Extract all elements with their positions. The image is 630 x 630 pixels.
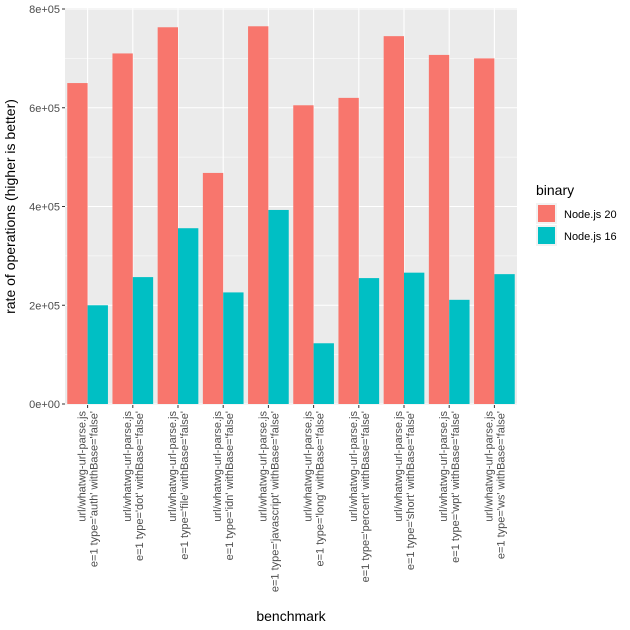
- bar-node-js-20-10: [474, 58, 495, 404]
- bar-node-js-16-7: [358, 278, 380, 404]
- legend-swatch: [538, 227, 555, 244]
- x-tick-label-line1: url/whatwg-url-parse.js: [77, 411, 89, 522]
- x-tick-label-line1: url/whatwg-url-parse.js: [393, 411, 405, 522]
- y-tick-label: 6e+05: [29, 103, 60, 115]
- legend-title: binary: [536, 182, 574, 198]
- x-tick-label-line1: url/whatwg-url-parse.js: [257, 411, 269, 522]
- bar-node-js-20-1: [67, 83, 88, 404]
- bar-node-js-16-5: [268, 209, 289, 404]
- x-tick-label-line1: url/whatwg-url-parse.js: [438, 411, 450, 522]
- legend-label: Node.js 20: [564, 209, 617, 221]
- x-tick-label-line1: url/whatwg-url-parse.js: [483, 411, 495, 522]
- x-axis-title: benchmark: [256, 608, 326, 624]
- bar-node-js-20-4: [202, 172, 224, 404]
- x-axis: url/whatwg-url-parse.js e=1 type='auth' w…: [77, 405, 507, 592]
- bar-node-js-20-5: [248, 26, 269, 404]
- bar-node-js-16-4: [223, 292, 244, 404]
- bar-node-js-20-9: [428, 54, 450, 404]
- bar-node-js-16-9: [449, 299, 470, 404]
- x-tick-label-line2: e=1 type='ws' withBase='false': [495, 411, 507, 559]
- bar-node-js-20-3: [157, 27, 178, 405]
- y-axis-title: rate of operations (higher is better): [2, 99, 18, 314]
- legend-label: Node.js 16: [564, 231, 617, 243]
- y-tick-label: 0e+00: [29, 399, 60, 411]
- x-tick-label-line2: e=1 type='short' withBase='false': [405, 411, 417, 570]
- bar-node-js-16-1: [87, 305, 108, 404]
- legend: binary Node.js 20 Node.js 16: [536, 182, 617, 246]
- bar-node-js-20-6: [293, 105, 314, 404]
- x-tick-label-line2: e=1 type='long' withBase='false': [315, 411, 327, 566]
- x-tick-label-line2: e=1 type='file' withBase='false': [179, 411, 191, 560]
- x-tick-label-line1: url/whatwg-url-parse.js: [348, 411, 360, 522]
- x-tick-label-line2: e=1 type='javascript' withBase='false': [269, 411, 281, 592]
- x-tick-label-line1: url/whatwg-url-parse.js: [122, 411, 134, 522]
- y-axis: 0e+00 2e+05 4e+05 6e+05 8e+05: [29, 4, 65, 411]
- y-tick-label: 4e+05: [29, 202, 60, 214]
- bars: [67, 26, 515, 405]
- bar-node-js-16-10: [494, 274, 515, 404]
- bar-node-js-20-8: [383, 36, 404, 404]
- x-tick-label-line2: e=1 type='dot' withBase='false': [134, 411, 146, 561]
- y-tick-label: 2e+05: [29, 300, 60, 312]
- x-tick-label-line2: e=1 type='auth' withBase='false': [89, 411, 101, 567]
- x-tick-label-line1: url/whatwg-url-parse.js: [167, 411, 179, 522]
- x-tick-label-line2: e=1 type='idn' withBase='false': [224, 411, 236, 560]
- bar-node-js-16-6: [313, 343, 334, 404]
- bar-node-js-20-2: [112, 53, 133, 404]
- legend-swatch: [538, 205, 555, 222]
- x-tick-label-line2: e=1 type='percent' withBase='false': [360, 411, 372, 582]
- bar-node-js-20-7: [338, 97, 359, 404]
- x-tick-label-line1: url/whatwg-url-parse.js: [212, 411, 224, 522]
- bar-node-js-16-8: [404, 272, 425, 404]
- bar-node-js-16-3: [178, 228, 199, 404]
- y-tick-label: 8e+05: [29, 4, 60, 16]
- x-tick-label-line2: e=1 type='wpt' withBase='false': [450, 411, 462, 563]
- x-tick-label-line1: url/whatwg-url-parse.js: [303, 411, 315, 522]
- bar-node-js-16-2: [132, 277, 154, 404]
